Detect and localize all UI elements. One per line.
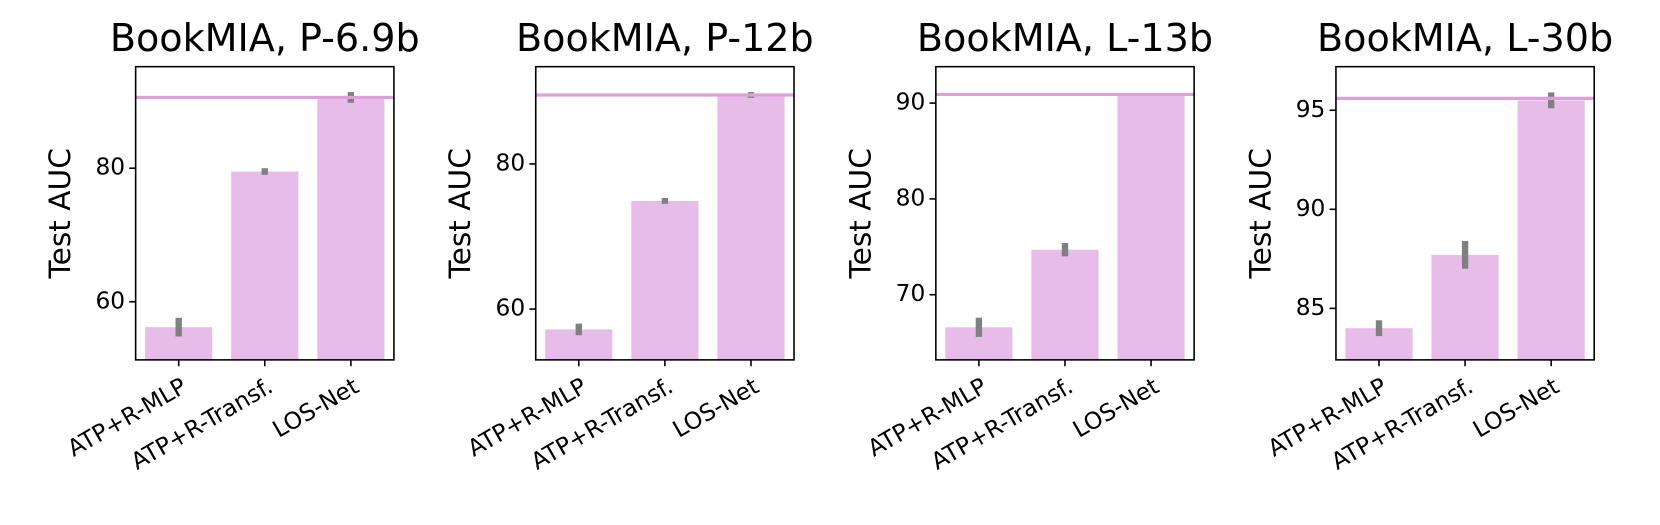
x-tick-label: LOS-Net	[1068, 373, 1163, 444]
bar	[1431, 254, 1499, 360]
y-axis-label: Test AUC	[42, 148, 77, 279]
y-tick-label: 80	[496, 149, 526, 176]
y-axis-label: Test AUC	[842, 148, 877, 279]
bar	[1517, 100, 1585, 360]
chart-title: BookMIA, L-13b	[917, 16, 1213, 60]
bar	[631, 200, 699, 360]
bar	[1117, 94, 1185, 360]
chart-title: BookMIA, L-30b	[1317, 16, 1613, 60]
bar	[1031, 249, 1099, 360]
x-tick-label: LOS-Net	[668, 373, 763, 444]
axes-frame	[1335, 65, 1596, 361]
x-tick-label: LOS-Net	[268, 373, 363, 444]
y-tick-label: 85	[1296, 294, 1326, 321]
y-axis-label: Test AUC	[442, 148, 477, 279]
y-tick-label: 80	[896, 184, 926, 211]
y-tick-label: 90	[896, 89, 926, 116]
y-tick-label: 70	[896, 280, 926, 307]
y-axis-label: Test AUC	[1242, 148, 1277, 279]
bar	[231, 171, 299, 360]
x-tick-label: LOS-Net	[1468, 373, 1563, 444]
axes-frame	[534, 65, 795, 361]
axes-frame	[935, 65, 1195, 361]
chart-title: BookMIA, P-12b	[516, 16, 814, 60]
y-tick-label: 60	[95, 287, 125, 314]
y-tick-label: 60	[496, 295, 526, 322]
chart-title: BookMIA, P-6.9b	[110, 16, 420, 60]
axes-frame	[134, 65, 395, 361]
y-tick-label: 80	[95, 154, 125, 181]
bar	[317, 97, 385, 360]
y-tick-label: 95	[1296, 96, 1326, 123]
bar	[717, 94, 785, 360]
y-tick-label: 90	[1296, 195, 1326, 222]
